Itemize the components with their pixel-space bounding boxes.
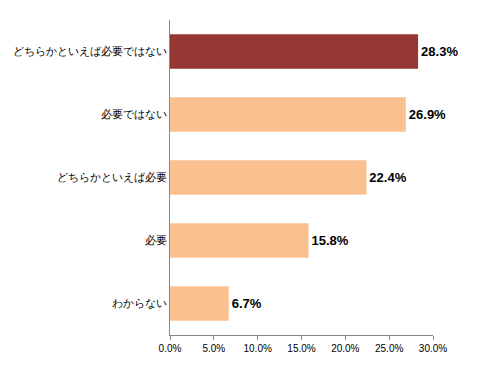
svg-text:必要: 必要 <box>145 234 167 246</box>
svg-text:28.3%: 28.3% <box>421 44 458 59</box>
svg-text:0.0%: 0.0% <box>159 343 182 354</box>
svg-text:25.0%: 25.0% <box>375 343 403 354</box>
svg-text:10.0%: 10.0% <box>243 343 271 354</box>
svg-text:20.0%: 20.0% <box>331 343 359 354</box>
svg-text:15.8%: 15.8% <box>312 233 349 248</box>
svg-text:どちらかといえば必要ではない: どちらかといえば必要ではない <box>13 45 167 57</box>
svg-text:どちらかといえば必要: どちらかといえば必要 <box>57 171 167 183</box>
svg-text:わからない: わからない <box>112 297 167 309</box>
svg-text:30.0%: 30.0% <box>419 343 447 354</box>
svg-text:5.0%: 5.0% <box>202 343 225 354</box>
svg-text:15.0%: 15.0% <box>287 343 315 354</box>
svg-text:必要ではない: 必要ではない <box>101 108 167 120</box>
svg-text:6.7%: 6.7% <box>232 296 262 311</box>
svg-text:22.4%: 22.4% <box>369 170 406 185</box>
svg-text:26.9%: 26.9% <box>409 107 446 122</box>
